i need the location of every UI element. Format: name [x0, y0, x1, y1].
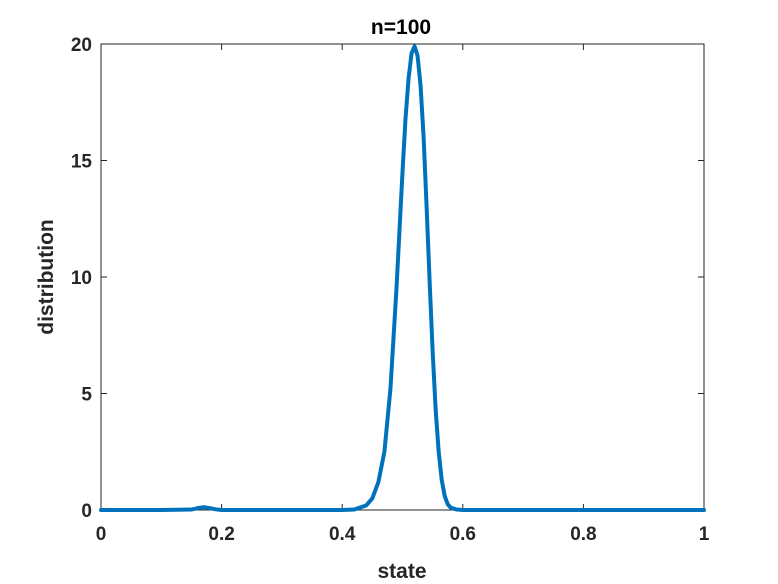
- y-axis-title: distribution: [35, 219, 58, 334]
- x-axis-title: state: [377, 560, 426, 583]
- x-tick-label: 0.2: [208, 524, 234, 545]
- x-tick-label: 0: [96, 524, 107, 545]
- series-line: [99, 44, 706, 512]
- y-axis: 0 5 10 15 20: [71, 35, 704, 522]
- y-tick-label: 0: [81, 501, 92, 522]
- y-tick-label: 20: [71, 35, 92, 56]
- x-tick-label: 1: [699, 524, 710, 545]
- x-axis: 0 0.2 0.4 0.6 0.8 1: [96, 44, 710, 545]
- y-tick-label: 5: [81, 385, 92, 406]
- chart-title: n=100: [371, 16, 431, 39]
- x-tick-label: 0.4: [329, 524, 356, 545]
- y-tick-label: 15: [71, 152, 93, 173]
- x-tick-label: 0.6: [450, 524, 476, 545]
- y-tick-label: 10: [71, 268, 92, 289]
- plot-frame: [100, 43, 705, 511]
- series-layer: [99, 44, 706, 512]
- x-tick-label: 0.8: [570, 524, 596, 545]
